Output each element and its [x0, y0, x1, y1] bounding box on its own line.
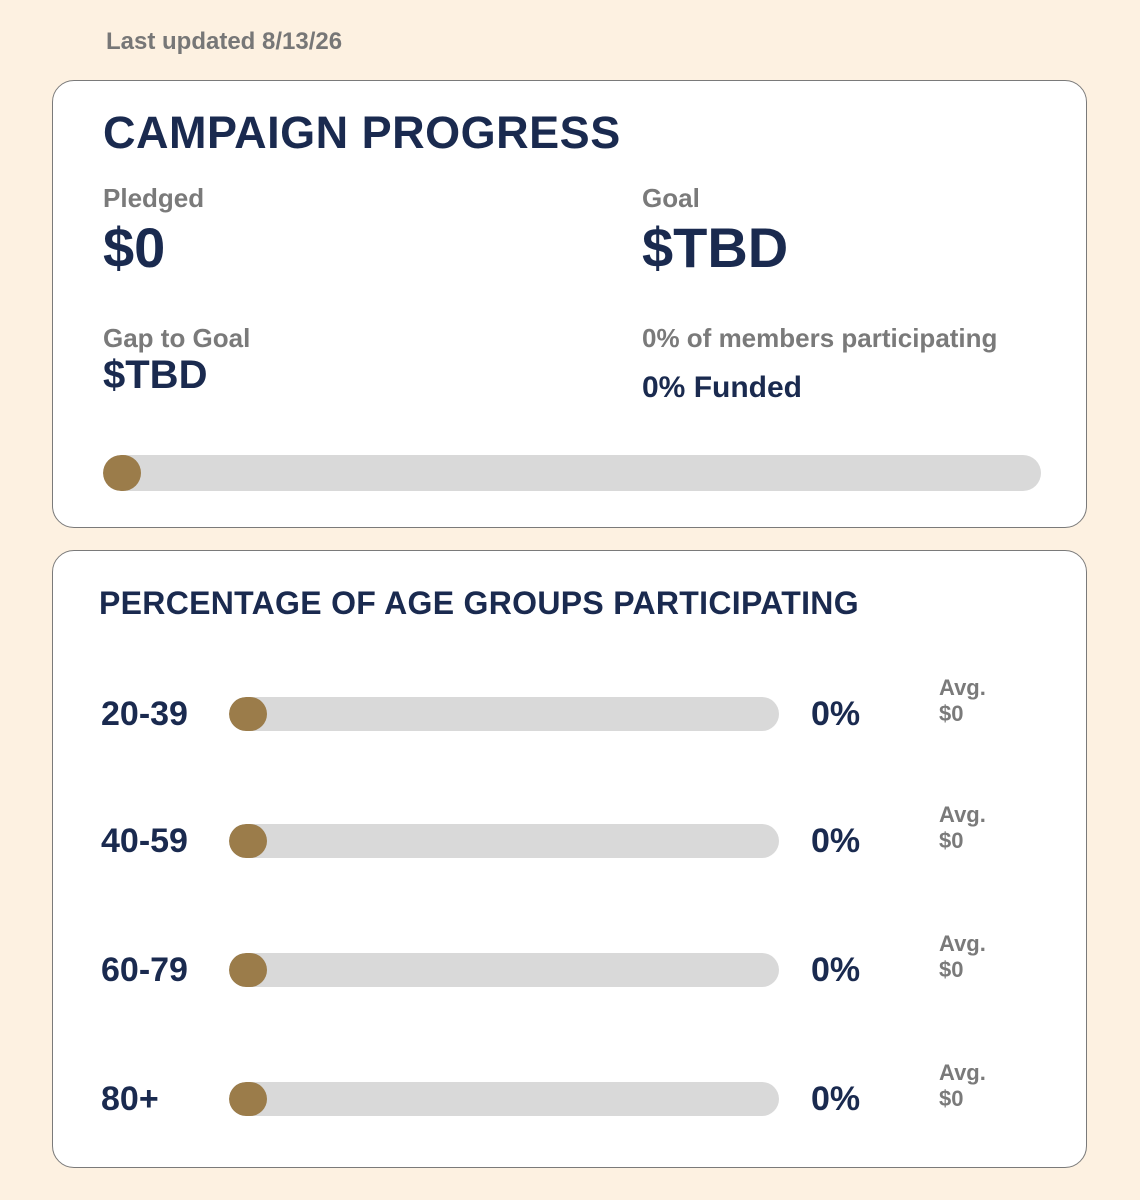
age-progress-bar: [229, 824, 779, 858]
age-groups-card: PERCENTAGE OF AGE GROUPS PARTICIPATING 2…: [52, 550, 1087, 1168]
age-percent: 0%: [811, 695, 861, 733]
age-progress-bar: [229, 1082, 779, 1116]
age-label: 20-39: [101, 695, 188, 733]
age-row-60-79: 60-79 0% Avg. $0: [53, 931, 1088, 1007]
goal-label: Goal: [642, 183, 700, 213]
gap-to-goal-value: $TBD: [103, 353, 208, 397]
age-percent: 0%: [811, 822, 861, 860]
campaign-progress-title: CAMPAIGN PROGRESS: [103, 107, 621, 158]
age-average: Avg. $0: [939, 1060, 986, 1112]
avg-label: Avg.: [939, 802, 986, 827]
last-updated-text: Last updated 8/13/26: [106, 28, 343, 55]
participation-text: 0% of members participating: [642, 323, 998, 353]
age-progress-bar: [229, 953, 779, 987]
age-groups-title: PERCENTAGE OF AGE GROUPS PARTICIPATING: [99, 585, 859, 621]
age-label: 80+: [101, 1080, 159, 1118]
campaign-progress-fill: [103, 455, 141, 491]
avg-value: $0: [939, 1086, 964, 1111]
funded-text: 0% Funded: [642, 371, 803, 404]
age-average: Avg. $0: [939, 931, 986, 983]
age-row-80-plus: 80+ 0% Avg. $0: [53, 1060, 1088, 1136]
goal-value: $TBD: [642, 216, 789, 279]
age-percent: 0%: [811, 951, 861, 989]
age-row-20-39: 20-39 0% Avg. $0: [53, 675, 1088, 751]
age-average: Avg. $0: [939, 675, 986, 727]
age-progress-fill: [229, 824, 267, 858]
gap-to-goal-label: Gap to Goal: [103, 323, 251, 353]
age-label: 40-59: [101, 822, 188, 860]
avg-label: Avg.: [939, 675, 986, 700]
age-average: Avg. $0: [939, 802, 986, 854]
campaign-progress-bar: [103, 455, 1041, 491]
avg-label: Avg.: [939, 1060, 986, 1085]
pledged-value: $0: [103, 216, 166, 279]
age-progress-fill: [229, 697, 267, 731]
age-percent: 0%: [811, 1080, 861, 1118]
age-label: 60-79: [101, 951, 188, 989]
avg-label: Avg.: [939, 931, 986, 956]
avg-value: $0: [939, 957, 964, 982]
age-progress-bar: [229, 697, 779, 731]
avg-value: $0: [939, 828, 964, 853]
avg-value: $0: [939, 701, 964, 726]
age-progress-fill: [229, 1082, 267, 1116]
campaign-progress-card: CAMPAIGN PROGRESS Pledged $0 Goal $TBD G…: [52, 80, 1087, 528]
pledged-label: Pledged: [103, 183, 205, 213]
age-progress-fill: [229, 953, 267, 987]
age-row-40-59: 40-59 0% Avg. $0: [53, 802, 1088, 878]
